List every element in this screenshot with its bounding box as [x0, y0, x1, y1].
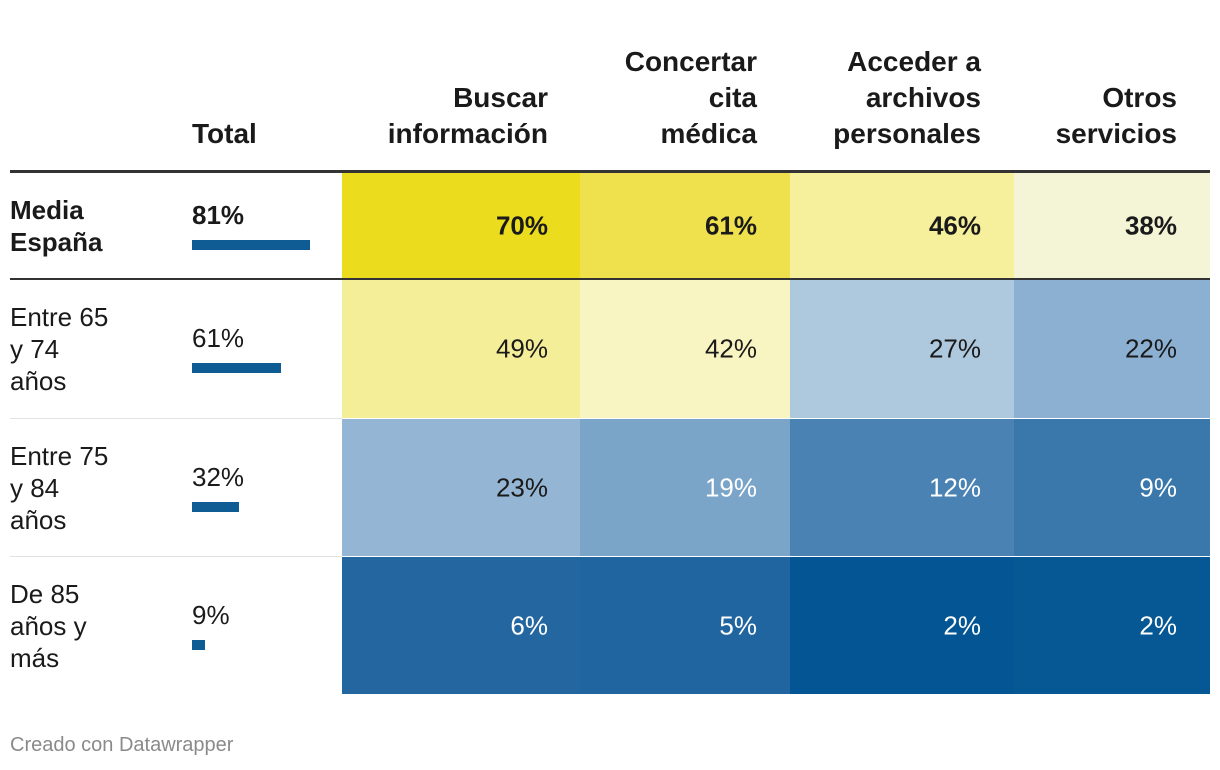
heatmap-cell: 19% [580, 419, 790, 556]
heatmap-cell: 23% [342, 419, 580, 556]
cell-value: 42% [704, 333, 757, 364]
column-header-2: Concertar cita médica [624, 46, 757, 149]
cell-value: 12% [928, 472, 981, 502]
heatmap-cell: 9% [1014, 419, 1210, 556]
heatmap-cell: 61% [580, 173, 790, 278]
table-row: Entre 65 y 74 años 61% 49% 42% 27% 22% [10, 280, 1210, 418]
heatmap-cell: 2% [790, 557, 1014, 694]
total-value: 81% [192, 199, 245, 230]
heatmap-cell: 49% [342, 280, 580, 418]
total-bar [192, 501, 239, 512]
total-bar [192, 639, 206, 650]
row-separator [10, 556, 342, 557]
table-row: De 85 años y más 9% 6% 5% 2% 2% [10, 557, 1210, 694]
cell-value: 9% [1139, 472, 1177, 502]
cell-value: 2% [1139, 610, 1177, 640]
heatmap-cell: 2% [1014, 557, 1210, 694]
heatmap-cell: 42% [580, 280, 790, 418]
column-header-4: Otros servicios [1055, 82, 1177, 149]
total-value: 61% [192, 323, 245, 353]
heatmap-cell: 5% [580, 557, 790, 694]
heatmap-cell: 46% [790, 173, 1014, 278]
heatmap-cell: 27% [790, 280, 1014, 418]
row-label: De 85 años y más [10, 578, 87, 673]
heatmap-cell: 70% [342, 173, 580, 278]
cell-value: 6% [510, 610, 548, 640]
cell-value: 19% [704, 472, 757, 502]
cell-value: 38% [1124, 210, 1177, 240]
cell-value: 27% [928, 333, 981, 364]
table-row: Entre 75 y 84 años 32% 23% 19% 12% 9% [10, 419, 1210, 556]
total-value: 9% [192, 599, 230, 630]
cell-value: 46% [928, 210, 981, 240]
heatmap-cell: 6% [342, 557, 580, 694]
row-label: Media España [10, 194, 103, 257]
row-separator [10, 418, 342, 419]
cell-value: 23% [495, 472, 548, 502]
cell-value: 49% [495, 333, 548, 364]
row-label: Entre 65 y 74 años [10, 302, 109, 396]
column-header-3: Acceder a archivos personales [833, 46, 981, 149]
heatmap-cell: 38% [1014, 173, 1210, 278]
total-bar [192, 363, 282, 373]
table-row: Media España 81% 70% 61% 46% 38% [10, 173, 1210, 278]
column-header-0: Total [192, 118, 257, 149]
cell-value: 70% [495, 210, 548, 240]
header-rule [10, 170, 1210, 173]
table-header: Total Buscar información Concertar cita médic… [10, 0, 1210, 172]
heatmap-cell: 22% [1014, 280, 1210, 418]
total-bar [192, 239, 311, 250]
column-header-1: Buscar información [387, 82, 548, 149]
cell-value: 61% [704, 210, 757, 240]
row-rule [10, 278, 1210, 280]
cell-value: 2% [943, 610, 981, 640]
heatmap-cell: 12% [790, 419, 1014, 556]
cell-value: 5% [719, 610, 757, 640]
cell-value: 22% [1124, 333, 1177, 364]
total-value: 32% [192, 461, 245, 492]
footer-credit[interactable]: Creado con Datawrapper [10, 734, 234, 756]
row-label: Entre 75 y 84 años [10, 440, 109, 535]
